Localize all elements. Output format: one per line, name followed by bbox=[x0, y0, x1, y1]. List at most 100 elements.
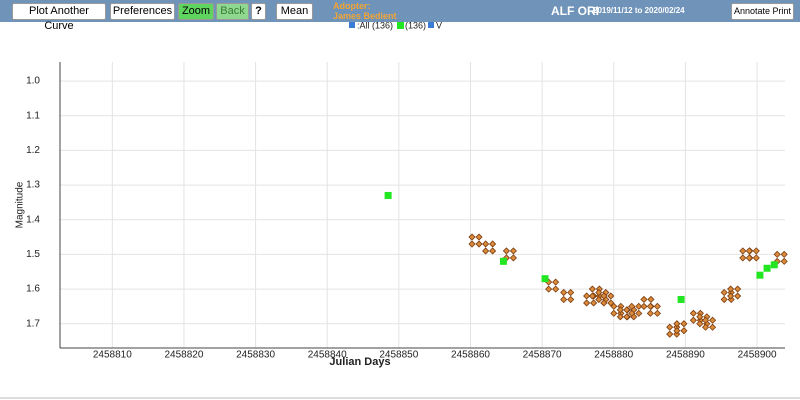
marker-part bbox=[616, 306, 624, 314]
checkbox[interactable] bbox=[428, 22, 434, 28]
marker-part bbox=[475, 240, 483, 248]
y-tick-label: 1.5 bbox=[26, 249, 40, 260]
marker-part bbox=[489, 240, 497, 248]
marker-part bbox=[590, 299, 598, 307]
legend-entry: :All (136) bbox=[357, 20, 393, 30]
marker-part bbox=[499, 257, 507, 265]
adopter: James Bedient bbox=[333, 11, 397, 21]
marker-part bbox=[680, 320, 688, 328]
point bbox=[499, 257, 507, 265]
marker-part bbox=[666, 330, 674, 338]
marker-part bbox=[720, 295, 728, 304]
marker-part bbox=[727, 292, 735, 300]
point bbox=[600, 292, 615, 307]
legend-swatch bbox=[397, 22, 404, 29]
x-tick-label: 2458890 bbox=[666, 350, 705, 361]
point bbox=[727, 285, 742, 300]
point bbox=[468, 233, 483, 248]
point bbox=[588, 285, 603, 300]
marker-part bbox=[745, 254, 753, 262]
marker-part bbox=[635, 302, 643, 310]
point bbox=[673, 320, 688, 335]
marker-part bbox=[552, 285, 560, 293]
marker-part bbox=[595, 288, 603, 297]
marker-part bbox=[646, 302, 654, 310]
marker-part bbox=[560, 295, 568, 304]
marker-part bbox=[475, 233, 483, 241]
marker-part bbox=[595, 295, 603, 304]
legend-entry: (136) bbox=[405, 20, 426, 30]
point bbox=[384, 191, 392, 199]
y-tick-label: 1.2 bbox=[26, 145, 40, 156]
marker-part bbox=[680, 327, 688, 335]
point bbox=[770, 261, 778, 269]
point bbox=[545, 278, 560, 293]
marker-part bbox=[583, 299, 591, 307]
marker-part bbox=[708, 323, 717, 331]
marker-part bbox=[708, 316, 717, 324]
point bbox=[560, 288, 575, 304]
marker-part bbox=[653, 302, 661, 310]
button[interactable]: Mean bbox=[276, 3, 313, 20]
button[interactable]: Zoom bbox=[178, 3, 214, 20]
button[interactable]: Back bbox=[216, 3, 249, 20]
point bbox=[646, 302, 661, 317]
x-tick-label: 2458860 bbox=[451, 350, 490, 361]
marker-part bbox=[545, 285, 553, 293]
y-tick-label: 1.4 bbox=[26, 214, 40, 225]
marker-part bbox=[666, 323, 674, 331]
marker-part bbox=[653, 309, 661, 317]
marker-part bbox=[640, 302, 648, 310]
button[interactable]: Preferences bbox=[110, 3, 175, 20]
legend-entry: V bbox=[436, 20, 442, 30]
button[interactable]: ? bbox=[251, 3, 266, 20]
marker-part bbox=[468, 233, 476, 241]
marker-part bbox=[647, 295, 655, 303]
marker-part bbox=[739, 254, 747, 262]
marker-part bbox=[567, 295, 575, 304]
marker-part bbox=[635, 309, 643, 317]
marker-part bbox=[745, 247, 753, 255]
button[interactable]: Plot Another Curve bbox=[12, 3, 106, 32]
marker-part bbox=[770, 261, 778, 269]
marker-part bbox=[610, 302, 618, 310]
point bbox=[745, 247, 760, 262]
point bbox=[773, 250, 788, 265]
marker-part bbox=[468, 240, 476, 248]
marker-part bbox=[482, 240, 490, 248]
marker-part bbox=[623, 313, 631, 321]
marker-part bbox=[752, 247, 760, 255]
point bbox=[689, 309, 704, 324]
marker-part bbox=[552, 278, 560, 286]
marker-part bbox=[677, 295, 685, 303]
x-tick-label: 2458900 bbox=[738, 350, 777, 361]
point bbox=[701, 316, 717, 331]
x-axis-label: Julian Days bbox=[329, 356, 390, 368]
marker-part bbox=[600, 299, 608, 307]
marker-part bbox=[763, 264, 771, 272]
y-tick-label: 1.6 bbox=[26, 284, 40, 295]
marker-part bbox=[588, 292, 596, 300]
marker-part bbox=[616, 313, 624, 321]
marker-part bbox=[773, 250, 781, 258]
point bbox=[628, 302, 643, 317]
marker-part bbox=[628, 309, 636, 317]
x-tick-label: 2458870 bbox=[523, 350, 562, 361]
toolbar: Plot Another Curve Preferences Zoom Back… bbox=[0, 0, 800, 32]
marker-part bbox=[640, 295, 648, 303]
point bbox=[482, 240, 497, 255]
star-name: ALF ORI bbox=[551, 4, 599, 18]
marker-part bbox=[689, 309, 697, 317]
button[interactable]: Annotate Print bbox=[731, 3, 794, 20]
marker-part bbox=[673, 327, 681, 335]
y-tick-label: 1.1 bbox=[26, 110, 40, 121]
checkbox[interactable] bbox=[349, 22, 355, 28]
y-axis-label: Magnitude bbox=[15, 181, 26, 228]
marker-part bbox=[727, 285, 735, 293]
y-tick-label: 1.7 bbox=[26, 318, 40, 329]
marker-part bbox=[756, 271, 764, 279]
marker-part bbox=[583, 292, 591, 300]
point bbox=[756, 271, 764, 279]
